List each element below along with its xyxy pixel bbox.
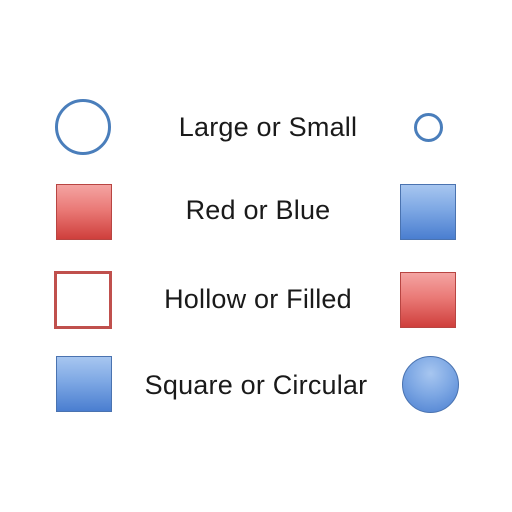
row-label: Red or Blue xyxy=(185,195,331,225)
row-label: Large or Small xyxy=(178,112,358,142)
row-large-or-small: Large or Small xyxy=(0,92,512,162)
blue-filled-circle xyxy=(402,356,459,413)
red-filled-square xyxy=(400,272,456,328)
row-square-or-circular: Square or Circular xyxy=(0,350,512,420)
row-red-or-blue: Red or Blue xyxy=(0,176,512,246)
row-label: Square or Circular xyxy=(144,370,368,400)
small-hollow-circle xyxy=(414,113,443,142)
blue-filled-square xyxy=(56,356,112,412)
red-filled-square xyxy=(56,184,112,240)
red-hollow-square xyxy=(54,271,112,329)
row-hollow-or-filled: Hollow or Filled xyxy=(0,264,512,334)
blue-filled-square xyxy=(400,184,456,240)
large-hollow-circle xyxy=(55,99,111,155)
row-label: Hollow or Filled xyxy=(164,284,352,314)
